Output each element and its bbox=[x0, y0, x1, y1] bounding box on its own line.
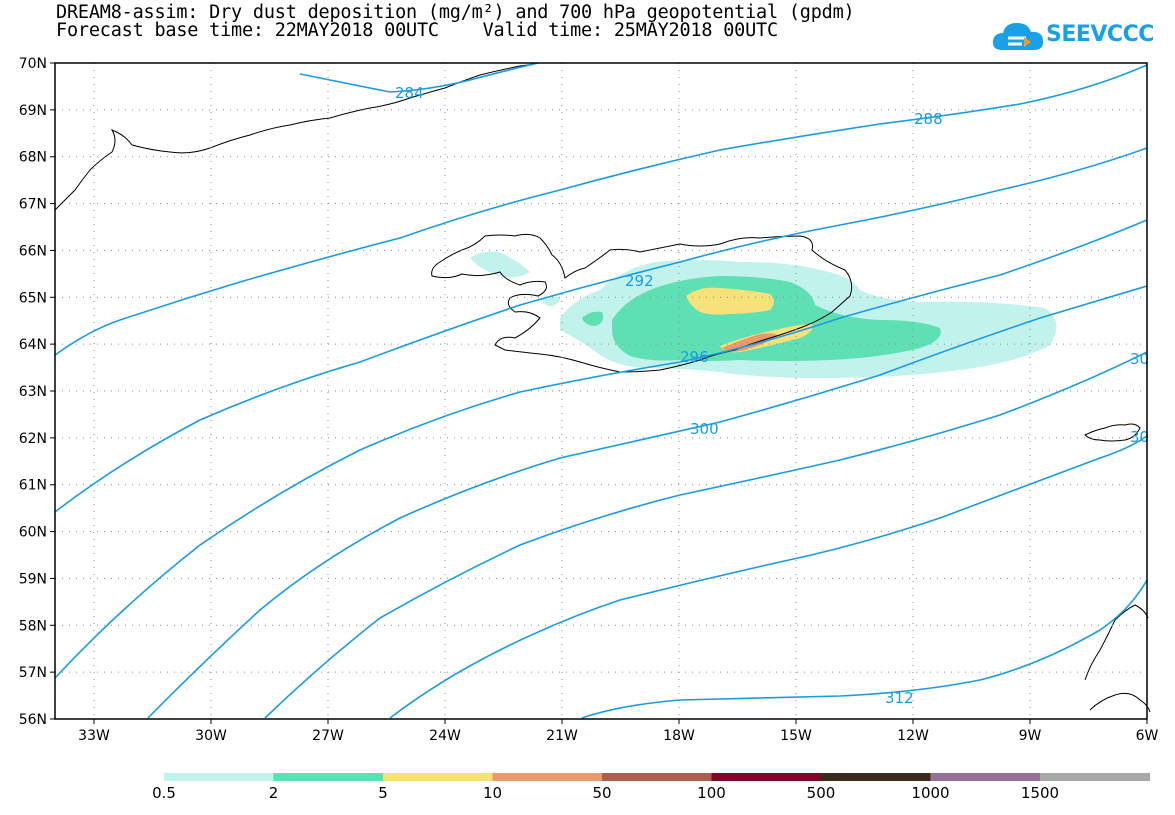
contour-label-312: 312 bbox=[885, 689, 914, 707]
contour-308 bbox=[389, 435, 1148, 719]
lon-tick-label: 18W bbox=[663, 728, 695, 744]
contour-label-288: 288 bbox=[914, 110, 943, 128]
legend-swatch bbox=[930, 773, 1041, 781]
cloud-icon bbox=[992, 23, 1044, 50]
greenland-coastline bbox=[54, 62, 539, 211]
gridlines bbox=[55, 63, 1147, 719]
legend-label: 5 bbox=[378, 784, 388, 802]
dust-area-level-0.5-west bbox=[470, 251, 530, 278]
lon-tick-label: 12W bbox=[897, 728, 929, 744]
dust-area-level-2-west bbox=[582, 311, 604, 326]
lat-tick-label: 57N bbox=[19, 665, 47, 681]
contour-label-304: 30 bbox=[1130, 350, 1149, 368]
lon-tick-label: 15W bbox=[780, 728, 812, 744]
map-title-line1: DREAM8-assim: Dry dust deposition (mg/m²… bbox=[56, 2, 855, 23]
lat-tick-label: 60N bbox=[19, 525, 47, 541]
coastlines bbox=[54, 62, 1151, 713]
legend-swatch bbox=[821, 773, 931, 781]
contour-292 bbox=[54, 147, 1148, 513]
lat-tick-label: 58N bbox=[19, 618, 47, 634]
map-axes: 56N 57N 58N 59N 60N 61N 62N 63N 64N 65N 66N 67N 68N 6… bbox=[19, 56, 1159, 744]
contour-296 bbox=[54, 219, 1148, 679]
legend-label: 0.5 bbox=[152, 784, 176, 802]
lat-tick-label: 70N bbox=[19, 56, 47, 72]
contour-284 bbox=[299, 62, 539, 93]
scotland-coastline bbox=[1084, 604, 1151, 713]
lon-tick-label: 21W bbox=[546, 728, 578, 744]
legend-label: 10 bbox=[483, 784, 502, 802]
lat-tick-label: 62N bbox=[19, 431, 47, 447]
lat-tick-label: 56N bbox=[19, 712, 47, 728]
legend-swatch bbox=[164, 773, 274, 781]
legend-swatch bbox=[492, 773, 603, 781]
lat-tick-label: 69N bbox=[19, 103, 47, 119]
legend-label: 100 bbox=[697, 784, 726, 802]
contour-label-308: 30 bbox=[1130, 428, 1149, 446]
dust-area-level-5 bbox=[686, 287, 774, 315]
contour-288 bbox=[54, 64, 1148, 356]
faroe-coastline bbox=[1084, 423, 1141, 442]
lat-tick-label: 59N bbox=[19, 571, 47, 587]
iceland-coastline bbox=[431, 233, 853, 373]
contour-300 bbox=[147, 285, 1148, 719]
lat-tick-label: 68N bbox=[19, 150, 47, 166]
dust-deposition-shading bbox=[470, 251, 1057, 378]
lon-tick-label: 9W bbox=[1019, 728, 1042, 744]
contour-label-292: 292 bbox=[625, 272, 654, 290]
color-legend: 0.5 2 5 10 50 100 500 1000 1500 bbox=[152, 773, 1150, 802]
lat-tick-label: 63N bbox=[19, 384, 47, 400]
legend-swatch bbox=[273, 773, 384, 781]
legend-label: 1000 bbox=[911, 784, 949, 802]
lon-tick-label: 27W bbox=[312, 728, 344, 744]
dust-area-level-0.5-patch bbox=[540, 296, 560, 306]
logo-text: SEEVCCC bbox=[1046, 22, 1154, 47]
contour-label-300: 300 bbox=[690, 420, 719, 438]
lat-tick-label: 65N bbox=[19, 290, 47, 306]
contour-label-296: 296 bbox=[680, 348, 709, 366]
map-title-line2: Forecast base time: 22MAY2018 00UTC Vali… bbox=[56, 20, 778, 41]
lat-tick-label: 61N bbox=[19, 478, 47, 494]
dust-area-level-10 bbox=[722, 333, 778, 352]
legend-label: 1500 bbox=[1021, 784, 1059, 802]
lat-tick-label: 66N bbox=[19, 243, 47, 259]
seevccc-logo: SEEVCCC bbox=[990, 18, 1154, 58]
lon-tick-label: 33W bbox=[78, 728, 110, 744]
legend-label: 2 bbox=[269, 784, 279, 802]
lon-tick-label: 30W bbox=[195, 728, 227, 744]
lat-tick-label: 67N bbox=[19, 197, 47, 213]
lon-tick-label: 24W bbox=[429, 728, 461, 744]
legend-label: 500 bbox=[807, 784, 836, 802]
lon-tick-label: 6W bbox=[1136, 728, 1159, 744]
contour-312 bbox=[581, 579, 1148, 719]
legend-swatch bbox=[1040, 773, 1150, 781]
legend-swatch bbox=[711, 773, 822, 781]
legend-swatch bbox=[383, 773, 493, 781]
lat-tick-label: 64N bbox=[19, 337, 47, 353]
contour-label-284: 284 bbox=[395, 84, 424, 102]
legend-label: 50 bbox=[592, 784, 611, 802]
contour-304 bbox=[264, 351, 1148, 719]
legend-swatch bbox=[602, 773, 712, 781]
contour-labels: 284 288 292 296 300 30 30 312 bbox=[395, 84, 1149, 707]
geopotential-contours bbox=[54, 62, 1148, 719]
